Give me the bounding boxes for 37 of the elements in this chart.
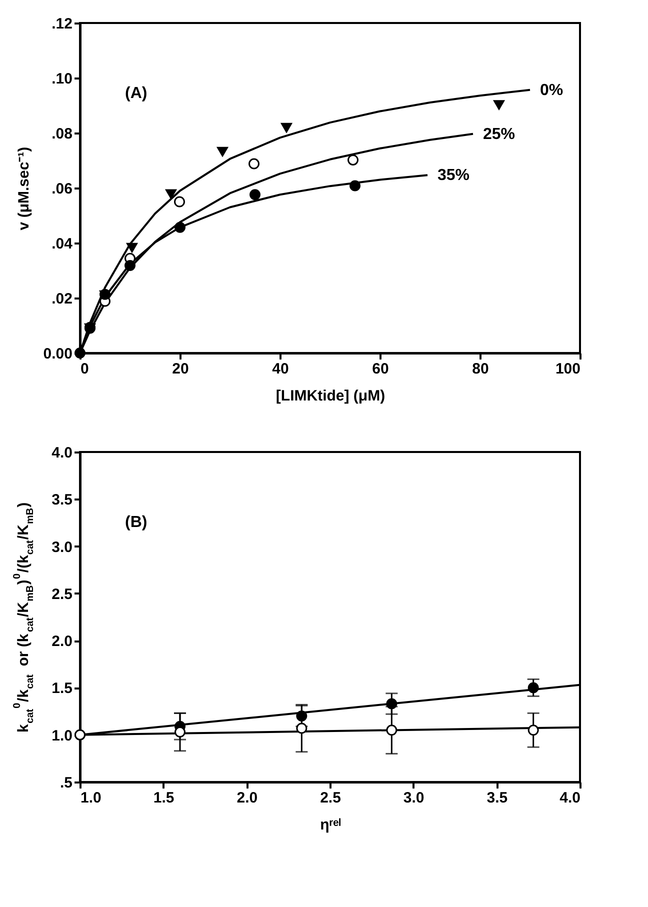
x-tick-label: 3.0 [403, 790, 424, 806]
y-tick-label: 2.0 [52, 633, 72, 650]
y-tick-label: .10 [52, 70, 72, 88]
x-tick-label: 40 [272, 360, 289, 378]
annotation: 25% [483, 126, 516, 143]
x-tick-label: 1.5 [153, 790, 174, 806]
x-axis-title: [LIMKtide] (μM) [276, 388, 386, 404]
annotation: 35% [438, 167, 470, 184]
x-tick-label: 0 [80, 360, 89, 378]
y-tick-label: .08 [52, 126, 72, 142]
x-tick-label: 2.0 [236, 790, 258, 806]
x-tick-label: 20 [172, 360, 189, 378]
y-axis-title: v (μM.sec⁻¹) [15, 146, 32, 230]
x-tick-label: 1.0 [80, 790, 102, 806]
x-tick-label: 3.5 [486, 790, 508, 806]
annotation: 0% [540, 82, 564, 99]
y-tick-label: 4.0 [52, 444, 72, 462]
x-tick-label: 2.5 [320, 790, 341, 806]
x-tick-label: 60 [372, 360, 389, 378]
annotation: (A) [125, 85, 148, 102]
x-tick-label: 4.0 [560, 790, 580, 806]
y-tick-label: .02 [52, 290, 72, 308]
y-tick-label: 2.5 [52, 586, 72, 603]
y-tick-label: .06 [52, 180, 72, 198]
y-tick-label: 1.0 [52, 727, 72, 744]
annotation: (B) [125, 514, 148, 531]
x-tick-label: 80 [472, 360, 489, 378]
y-tick-label: .04 [52, 236, 74, 252]
x-tick-label: 100 [555, 360, 580, 378]
y-tick-label: .5 [60, 774, 72, 792]
y-tick-label: 1.5 [52, 680, 72, 698]
y-tick-label: 0.00 [43, 346, 72, 362]
y-tick-label: 3.0 [52, 538, 72, 556]
x-axis-title: ηʳᵉˡ [320, 816, 341, 834]
y-tick-label: .12 [52, 16, 72, 32]
text: kcat0/kcat or (kcat/KmB)0/(kcat/KmB) [12, 502, 36, 732]
y-tick-label: 3.5 [52, 492, 72, 509]
